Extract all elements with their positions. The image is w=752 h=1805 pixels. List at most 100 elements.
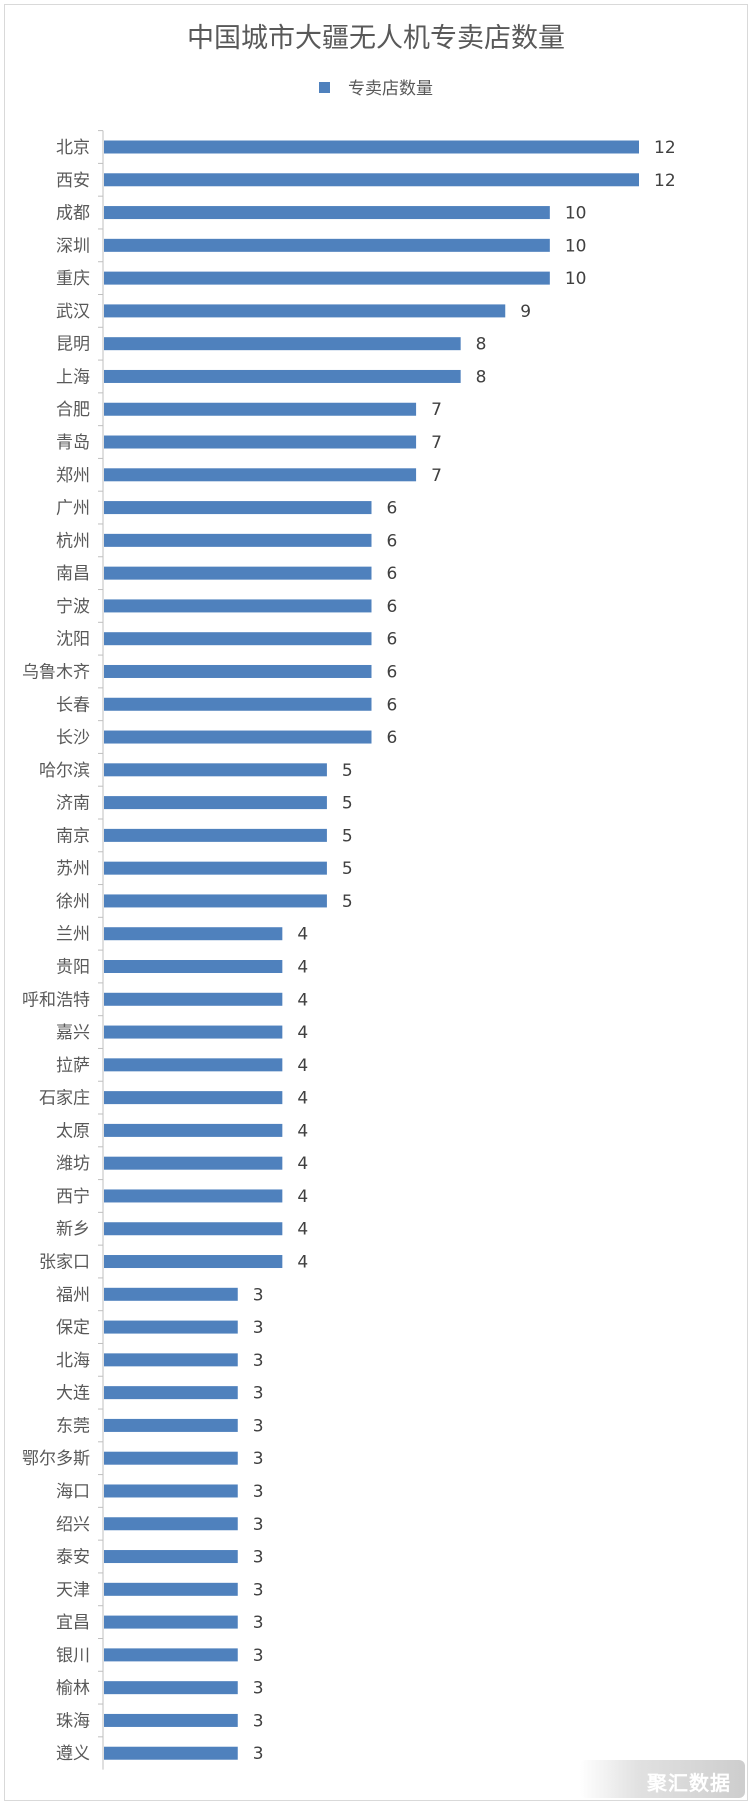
data-label: 6: [387, 662, 398, 682]
bar: [104, 435, 417, 449]
category-label: 郑州: [56, 466, 90, 486]
data-label: 6: [387, 564, 398, 584]
bar: [104, 796, 327, 810]
category-label: 银川: [56, 1646, 90, 1666]
watermark-text: 聚汇数据: [647, 1771, 731, 1795]
bar: [104, 337, 461, 351]
category-label: 榆林: [56, 1679, 90, 1699]
bar: [104, 1222, 283, 1236]
bar: [104, 1123, 283, 1137]
bar: [104, 1353, 238, 1367]
chart-title: 中国城市大疆无人机专卖店数量: [187, 23, 565, 54]
bar: [104, 238, 550, 252]
data-label: 8: [476, 335, 487, 355]
bar: [104, 1320, 238, 1334]
data-label: 4: [297, 925, 308, 945]
data-label: 3: [253, 1515, 264, 1535]
category-label: 长沙: [56, 728, 90, 748]
bar: [104, 173, 639, 187]
category-label: 成都: [56, 204, 90, 224]
data-label: 4: [297, 1023, 308, 1043]
bar: [104, 1058, 283, 1072]
category-label: 贵阳: [56, 958, 90, 978]
data-label: 3: [253, 1679, 264, 1699]
category-label: 兰州: [56, 925, 90, 945]
category-label: 福州: [56, 1285, 90, 1305]
category-label: 太原: [56, 1121, 90, 1141]
bar: [104, 1517, 238, 1531]
bar: [104, 1287, 238, 1301]
category-label: 大连: [56, 1384, 90, 1404]
data-label: 10: [565, 204, 587, 224]
data-label: 6: [387, 630, 398, 650]
data-label: 3: [253, 1580, 264, 1600]
data-label: 6: [387, 597, 398, 617]
legend-swatch: [319, 82, 330, 93]
data-label: 3: [253, 1711, 264, 1731]
bar: [104, 1550, 238, 1564]
bar: [104, 1418, 238, 1432]
bar: [104, 861, 327, 875]
bar: [104, 763, 327, 777]
data-label: 5: [342, 892, 353, 912]
data-label: 5: [342, 761, 353, 781]
bar: [104, 1255, 283, 1269]
category-label: 张家口: [39, 1253, 90, 1273]
category-label: 武汉: [56, 302, 90, 322]
data-label: 10: [565, 269, 587, 289]
category-label: 南京: [56, 826, 90, 846]
bar: [104, 992, 283, 1006]
data-label: 4: [297, 1220, 308, 1240]
legend-label: 专卖店数量: [348, 79, 433, 99]
watermark: 聚汇数据: [580, 1760, 745, 1798]
category-label: 鄂尔多斯: [22, 1449, 90, 1469]
category-label: 杭州: [56, 531, 90, 551]
bar: [104, 1484, 238, 1498]
bar: [104, 1091, 283, 1105]
data-label: 4: [297, 1089, 308, 1109]
data-label: 8: [476, 367, 487, 387]
data-label: 4: [297, 1121, 308, 1141]
bar: [104, 632, 372, 646]
category-label: 昆明: [56, 335, 90, 355]
bar: [104, 304, 506, 318]
category-label: 绍兴: [56, 1515, 90, 1535]
data-label: 12: [654, 171, 676, 191]
bar: [104, 664, 372, 678]
category-label: 泰安: [56, 1548, 90, 1568]
data-label: 5: [342, 794, 353, 814]
bar: [104, 501, 372, 515]
bar: [104, 468, 417, 482]
category-label: 保定: [56, 1318, 90, 1338]
category-label: 合肥: [56, 400, 90, 420]
category-label: 宁波: [56, 597, 90, 617]
category-label: 拉萨: [56, 1056, 90, 1076]
category-label: 石家庄: [39, 1089, 90, 1109]
bar: [104, 960, 283, 973]
category-label: 西安: [56, 171, 90, 191]
data-label: 3: [253, 1744, 264, 1764]
category-label: 济南: [56, 794, 90, 814]
data-label: 3: [253, 1613, 264, 1633]
data-label: 3: [253, 1482, 264, 1502]
data-label: 6: [387, 531, 398, 551]
data-label: 3: [253, 1285, 264, 1305]
data-label: 3: [253, 1449, 264, 1469]
category-label: 潍坊: [56, 1154, 90, 1174]
data-label: 3: [253, 1351, 264, 1371]
bar: [104, 1156, 283, 1170]
category-label: 广州: [56, 499, 90, 519]
data-label: 3: [253, 1646, 264, 1666]
data-label: 5: [342, 826, 353, 846]
category-label: 乌鲁木齐: [22, 662, 90, 682]
bar: [104, 206, 550, 220]
data-label: 4: [297, 1187, 308, 1207]
data-label: 6: [387, 728, 398, 748]
category-label: 天津: [56, 1580, 90, 1600]
data-label: 3: [253, 1384, 264, 1404]
category-label: 长春: [56, 695, 90, 715]
data-label: 5: [342, 859, 353, 879]
bar: [104, 271, 550, 285]
category-label: 重庆: [56, 269, 90, 289]
data-label: 4: [297, 1154, 308, 1174]
